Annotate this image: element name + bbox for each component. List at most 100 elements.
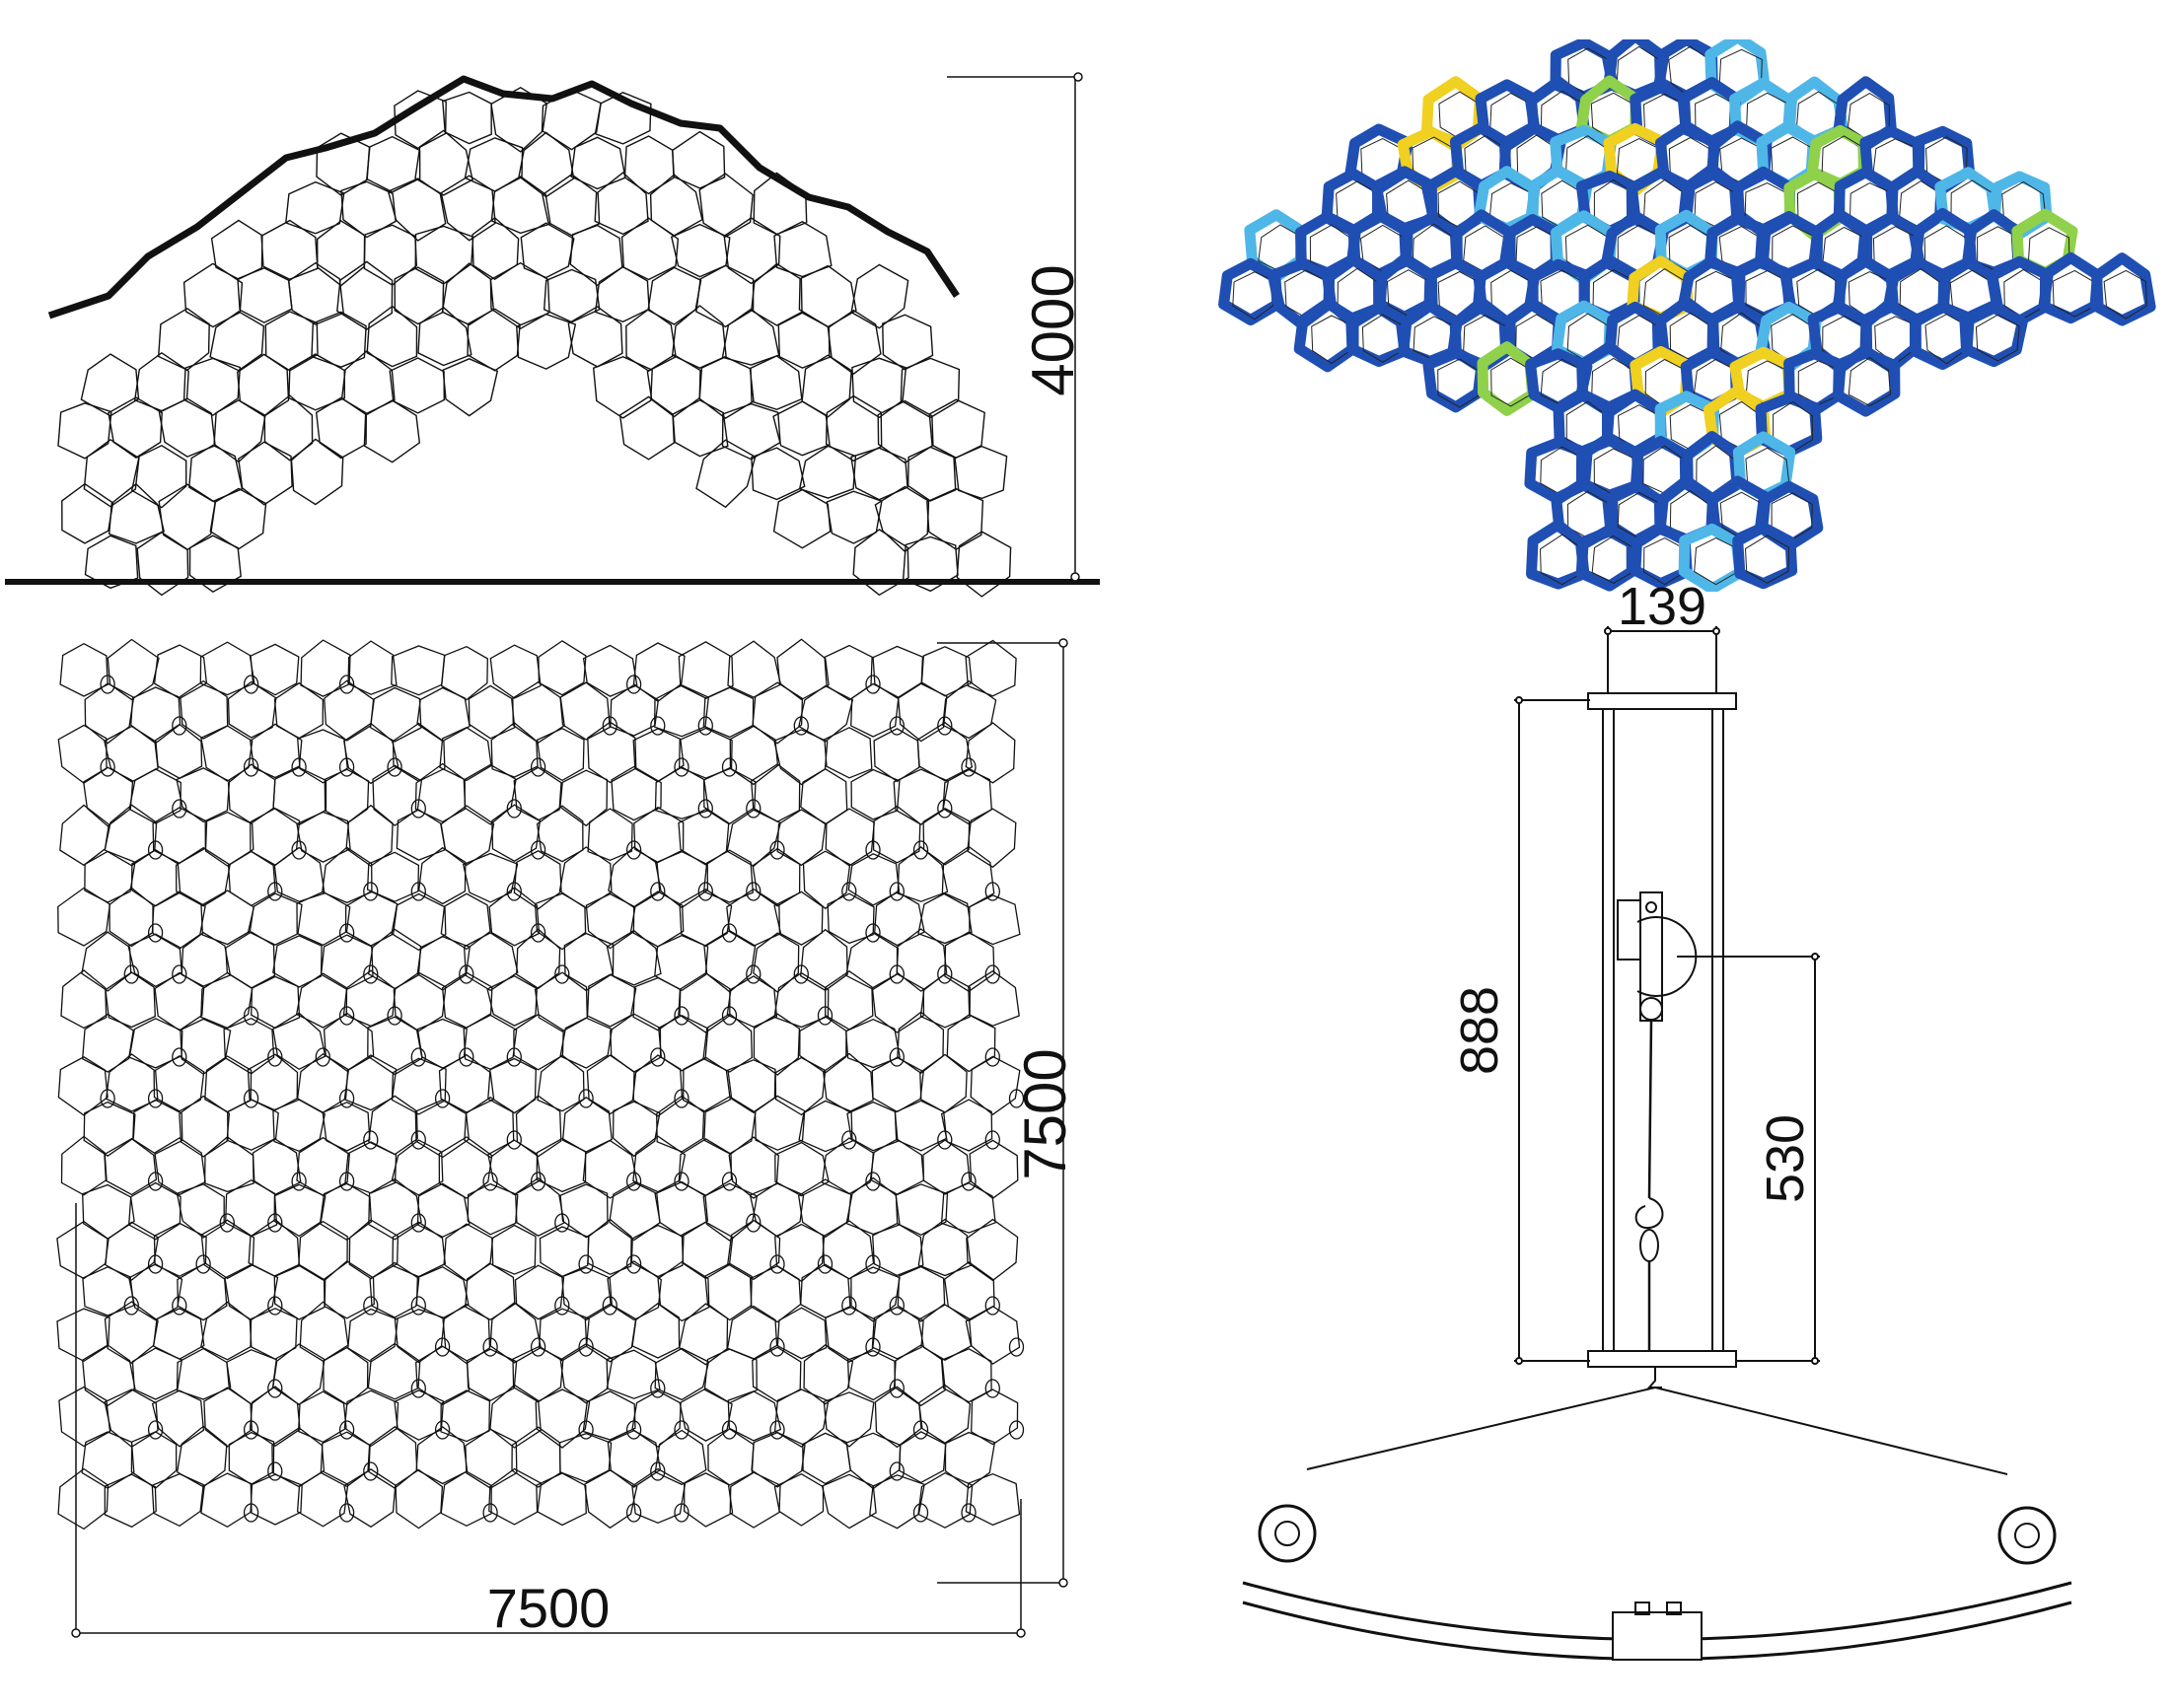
plan-mesh-node	[984, 1296, 1000, 1316]
elevation-mesh-cell	[902, 535, 959, 593]
plan-mesh-node	[338, 1503, 355, 1523]
plan-mesh-cell	[798, 1100, 853, 1153]
plan-mesh-cell	[751, 1431, 806, 1488]
plan-mesh-cell	[753, 932, 800, 993]
plan-mesh-cell	[372, 764, 423, 826]
plan-mesh-node	[243, 757, 259, 777]
elevation-mesh-cell	[570, 136, 626, 190]
plan-mesh-cell	[273, 1263, 326, 1320]
plan-mesh-node	[363, 964, 379, 984]
plan-mesh-cell	[179, 1095, 231, 1158]
elevation-mesh-cell	[594, 92, 652, 145]
elevation-mesh-cell	[772, 400, 831, 457]
plan-mesh-cell	[776, 638, 830, 701]
plan-mesh-node	[530, 757, 546, 777]
plan-mesh-node	[338, 675, 355, 694]
plan-mesh-cell	[898, 682, 948, 743]
plan-mesh-cell	[537, 1054, 585, 1112]
plan-mesh-node	[865, 1172, 881, 1191]
elevation-mesh-cell	[751, 447, 806, 501]
plan-mesh-node	[650, 882, 666, 901]
plan-mesh-cell	[323, 1012, 375, 1072]
elevation-mesh-cell	[363, 399, 421, 463]
elevation-mesh-cell	[772, 488, 832, 549]
plan-mesh-cell	[176, 1183, 225, 1239]
plan-mesh-cell	[272, 935, 323, 988]
plan-mesh-node	[578, 1420, 594, 1440]
elevation-ridge-line	[47, 75, 960, 320]
detail-left-eye	[1258, 1504, 1317, 1563]
plan-mesh-cell	[917, 1218, 972, 1277]
elevation-mesh-cell	[751, 262, 803, 326]
plan-mesh-cell	[415, 1426, 469, 1485]
detail-bracket	[1646, 1367, 1662, 1388]
plan-mesh-cell	[803, 1344, 854, 1405]
plan-mesh-cell	[300, 639, 351, 697]
plan-mesh-node	[721, 1006, 738, 1026]
elevation-mesh-cell	[618, 395, 676, 461]
plan-mesh-cell	[897, 1011, 945, 1075]
plan-mesh-cell	[917, 1471, 974, 1529]
plan-mesh-cell	[128, 1181, 181, 1241]
plan-mesh-cell	[368, 1095, 418, 1156]
plan-mesh-cell	[58, 1386, 111, 1448]
plan-mesh-cell	[773, 1388, 830, 1448]
plan-mesh-cell	[753, 1013, 801, 1076]
plan-mesh-node	[387, 757, 402, 777]
plan-mesh-cell	[251, 975, 301, 1030]
elevation-mesh-cell	[414, 225, 474, 285]
plan-mesh-cell	[490, 722, 539, 778]
plan-dim-marker	[1016, 1628, 1026, 1638]
elevation-mesh-cell	[594, 172, 649, 236]
plan-mesh-cell	[223, 1017, 275, 1075]
plan-mesh-cell	[559, 769, 609, 827]
elevation-mesh-cell	[441, 262, 495, 326]
plan-mesh-node	[674, 757, 689, 777]
elevation-mesh-cell	[336, 260, 394, 330]
plan-mesh-cell	[442, 1303, 491, 1365]
plan-mesh-node	[267, 882, 283, 901]
elevation-mesh-cell	[623, 135, 675, 195]
plan-mesh-cell	[57, 1467, 109, 1530]
plan-mesh-cell	[827, 892, 875, 945]
elevation-mesh-cell	[288, 261, 344, 325]
plan-mesh-cell	[296, 1470, 349, 1528]
plan-mesh-cell	[130, 686, 181, 745]
plan-mesh-cell	[180, 1018, 232, 1075]
plan-mesh-cell	[679, 1388, 733, 1442]
detail-bottom-plate	[1587, 1350, 1737, 1368]
plan-mesh-cell	[559, 681, 611, 741]
plan-mesh-cell	[249, 1386, 301, 1448]
plan-mesh-cell	[776, 1307, 828, 1360]
plan-mesh-node	[219, 1213, 235, 1233]
detail-dim-marker	[1811, 953, 1819, 961]
plan-mesh-cell	[440, 805, 495, 867]
plan-mesh-node	[674, 1172, 689, 1191]
plan-mesh-cell	[416, 936, 471, 991]
plan-mesh-cell	[128, 1263, 183, 1321]
plan-mesh-cell	[654, 850, 709, 909]
stress-ribbon	[2089, 252, 2156, 326]
detail-tie-rod	[1306, 1387, 1656, 1470]
plan-mesh-cell	[153, 1055, 205, 1112]
plan-mesh-cell	[539, 1308, 590, 1362]
plan-mesh-cell	[154, 1137, 206, 1196]
plan-mesh-cell	[824, 644, 873, 701]
plan-mesh-node	[912, 840, 929, 860]
plan-mesh-node	[578, 1254, 594, 1274]
plan-mesh-cell	[324, 679, 375, 742]
plan-mesh-cell	[896, 928, 948, 992]
plan-mesh-cell	[516, 928, 561, 990]
elevation-mesh-cell	[672, 399, 729, 458]
detail-right-eye-inner	[2014, 1523, 2040, 1548]
elevation-mesh-cell	[670, 223, 731, 278]
plan-mesh-node	[625, 1503, 642, 1523]
elevation-mesh-cell	[777, 312, 833, 369]
plan-mesh-cell	[514, 1264, 565, 1320]
plan-mesh-node	[172, 716, 187, 736]
plan-mesh-cell	[702, 767, 757, 825]
stress-ribbon	[1293, 298, 1359, 373]
plan-mesh-node	[147, 1420, 164, 1440]
plan-mesh-node	[434, 1337, 451, 1357]
elevation-mesh-cell	[926, 487, 984, 550]
